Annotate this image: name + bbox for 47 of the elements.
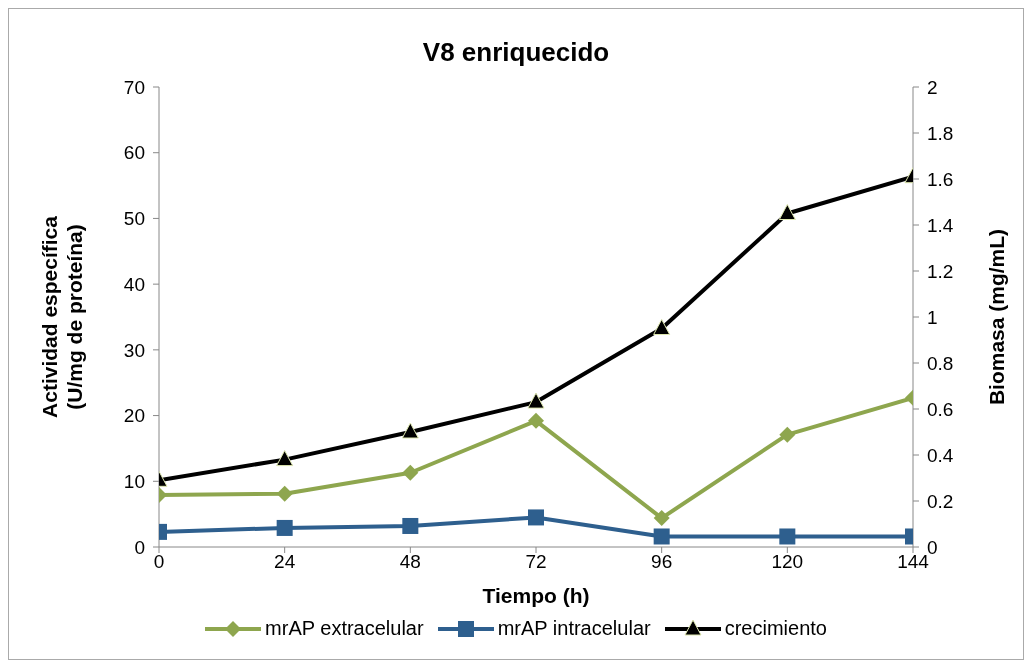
y2-tick-label: 0.4 [927, 444, 954, 466]
point [527, 392, 545, 409]
point [528, 412, 544, 429]
x-axis-title: Tiempo (h) [482, 584, 590, 607]
y-tick-label: 50 [123, 208, 145, 230]
point [779, 426, 796, 443]
x-tick-label: 24 [274, 551, 296, 573]
point [779, 528, 796, 545]
x-tick-label: 120 [771, 551, 804, 573]
y-tick-label: 0 [134, 536, 145, 558]
chart-title: V8 enriquecido [421, 36, 611, 69]
y2-tick-label: 0.2 [927, 490, 954, 512]
y2-tick-label: 0 [927, 536, 938, 558]
point [778, 204, 796, 220]
point [276, 485, 293, 502]
point [402, 517, 419, 534]
y-tick-label: 20 [123, 405, 145, 427]
x-tick-label: 48 [399, 551, 421, 573]
y-axis-title: Actividad específica (U/mg de proteína) [38, 215, 86, 418]
y-tick-label: 30 [123, 339, 145, 361]
y2-tick-label: 1.6 [927, 168, 954, 190]
y2-tick-label: 1.8 [927, 122, 954, 144]
point [276, 519, 293, 536]
point [276, 450, 294, 467]
x-tick-label: 0 [153, 551, 165, 573]
y-tick-label: 10 [123, 471, 145, 493]
y2-tick-label: 0.8 [927, 352, 954, 374]
point [653, 319, 671, 335]
x-tick-label: 72 [525, 551, 547, 573]
y2-tick-label: 1.2 [927, 260, 954, 282]
point [653, 528, 670, 545]
point [402, 464, 419, 481]
x-tick-label: 96 [651, 551, 673, 573]
y2-tick-label: 1 [927, 306, 938, 328]
legend-label: crecimiento [724, 617, 827, 640]
y-tick-label: 60 [123, 142, 145, 164]
point [401, 422, 419, 439]
y2-tick-label: 0.6 [927, 398, 954, 420]
point [528, 509, 544, 526]
legend-label: mrAP extracelular [265, 617, 424, 640]
y-tick-label: 70 [123, 76, 145, 98]
legend-label: mrAP intracelular [497, 617, 651, 640]
y2-tick-label: 2 [927, 76, 938, 98]
y2-tick-label: 1.4 [927, 214, 954, 236]
point [653, 510, 670, 527]
y2-axis-title: Biomasa (mg/mL) [985, 228, 1009, 406]
y-tick-label: 40 [123, 273, 145, 295]
